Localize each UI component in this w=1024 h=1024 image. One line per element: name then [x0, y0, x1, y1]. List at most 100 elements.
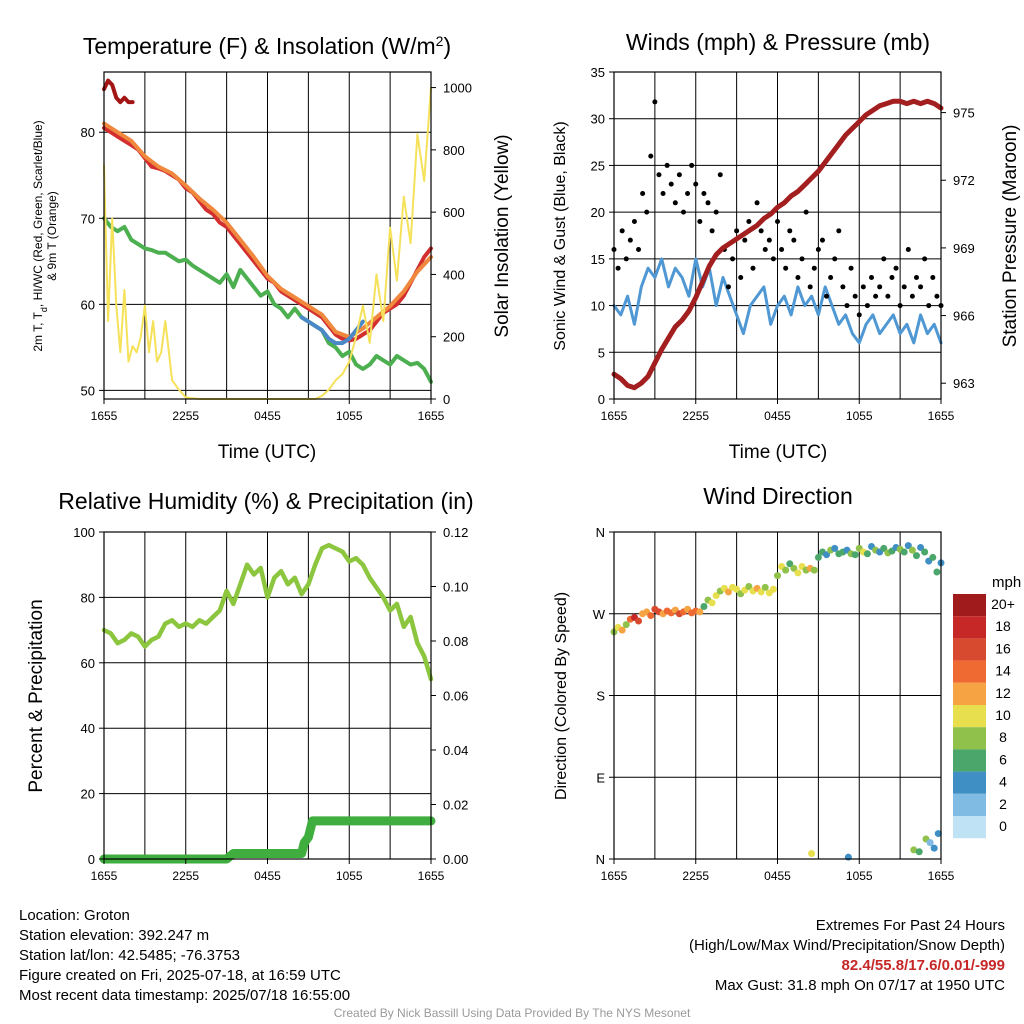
y-tick-label: 70 — [81, 211, 95, 226]
direction-y-axis-label: Direction (Colored By Speed) — [553, 592, 570, 800]
y2-tick-label: 800 — [443, 143, 465, 158]
gust-point — [824, 293, 830, 299]
gust-point — [828, 275, 834, 281]
legend-swatch — [953, 660, 986, 683]
winds-y-axis-label: Sonic Wind & Gust (Blue, Black) — [552, 121, 569, 350]
gust-point — [676, 172, 682, 178]
legend-label: 12 — [995, 685, 1011, 701]
gust-point — [644, 209, 650, 215]
gust-point — [926, 303, 932, 309]
direction-point — [635, 617, 643, 625]
direction-point — [761, 583, 769, 591]
direction-point — [814, 553, 822, 561]
direction-point — [786, 560, 794, 568]
winds-y2-tick-labels: 963 966 969 972 975 — [941, 106, 975, 391]
y-tick-label: 50 — [81, 383, 95, 398]
gust-point — [660, 190, 666, 196]
figure-created: Figure created on Fri, 2025-07-18, at 16… — [19, 967, 341, 984]
gust-point — [869, 275, 875, 281]
direction-point — [808, 850, 816, 858]
x-tick-label: 0455 — [254, 409, 281, 423]
direction-point — [724, 588, 732, 596]
winds-y-tick-labels: 0 5 10 15 20 25 30 35 — [591, 65, 614, 407]
extremes-heading: Extremes For Past 24 Hours — [815, 917, 1005, 934]
direction-point — [622, 621, 630, 629]
temperature-y-tick-labels: 50 60 70 80 — [81, 125, 104, 398]
gust-point — [648, 153, 654, 159]
humidity-y-tick-labels: 0 20 40 60 80 100 — [73, 525, 104, 867]
y2-tick-label: 0.00 — [443, 852, 468, 867]
humidity-y2-tick-labels: 0.00 0.02 0.04 0.06 0.08 0.10 0.12 — [431, 525, 468, 867]
y2-tick-label: 0.02 — [443, 798, 468, 813]
legend-label: 10 — [995, 707, 1011, 723]
direction-point — [880, 544, 888, 552]
direction-point — [915, 848, 923, 856]
station-elevation: Station elevation: 392.247 m — [19, 927, 210, 944]
gust-point — [807, 284, 813, 290]
direction-point — [618, 626, 626, 634]
gust-point — [922, 256, 928, 262]
gust-point — [680, 209, 686, 215]
winds-title: Winds (mph) & Pressure (mb) — [626, 29, 930, 55]
direction-point — [921, 548, 929, 556]
y-tick-label: 80 — [81, 125, 95, 140]
direction-point — [712, 592, 720, 600]
gust-point — [668, 181, 674, 187]
gust-point — [856, 312, 862, 318]
gust-point — [713, 209, 719, 215]
x-tick-label: 2255 — [682, 869, 709, 883]
gust-point — [709, 228, 715, 234]
gust-point — [705, 200, 711, 206]
y-tick-label: 20 — [81, 787, 95, 802]
direction-x-tick-labels: 1655 2255 0455 1055 1655 — [601, 859, 955, 883]
y2-tick-label: 0.12 — [443, 525, 468, 540]
x-tick-label: 0455 — [254, 869, 281, 883]
y2-tick-label: 966 — [953, 309, 975, 324]
direction-point — [863, 550, 871, 558]
x-tick-label: 1655 — [601, 409, 628, 423]
x-tick-label: 2255 — [682, 409, 709, 423]
gust-point — [775, 218, 780, 224]
temperature-x-axis-label: Time (UTC) — [218, 442, 317, 463]
y-tick-label: 10 — [591, 299, 605, 314]
x-tick-label: 1655 — [928, 869, 955, 883]
gust-point — [852, 293, 858, 299]
gust-point — [623, 256, 629, 262]
panel-winds-pressure: Winds (mph) & Pressure (mb) 1655 2255 0455… — [552, 29, 1021, 463]
legend-swatch — [953, 616, 986, 639]
x-tick-label: 1055 — [846, 869, 873, 883]
winds-x-tick-labels: 1655 2255 0455 1055 1655 — [601, 399, 955, 423]
gust-point — [934, 293, 940, 299]
y-tick-label: N — [596, 525, 605, 540]
legend-label: 8 — [999, 729, 1007, 745]
direction-point — [908, 546, 916, 554]
gust-point — [860, 284, 866, 290]
winds-series — [611, 98, 944, 391]
gust-point — [742, 237, 748, 243]
temperature-y-axis-label-line2: & 9m T (Orange) — [45, 191, 59, 281]
y-tick-label: 60 — [81, 297, 95, 312]
insolation-y-axis-label: Solar Insolation (Yellow) — [492, 134, 513, 337]
y2-tick-label: 0 — [443, 392, 450, 407]
direction-gridlines — [614, 531, 941, 860]
gust-point — [652, 99, 658, 105]
gust-point — [905, 247, 911, 253]
direction-point — [810, 566, 818, 574]
y-tick-label: N — [596, 852, 605, 867]
y-tick-label: S — [596, 689, 605, 704]
legend-swatch — [953, 638, 986, 661]
gust-point — [877, 284, 883, 290]
direction-point — [934, 830, 942, 838]
y2-tick-label: 975 — [953, 106, 975, 121]
y2-tick-label: 1000 — [443, 81, 472, 96]
y2-tick-label: 0.06 — [443, 689, 468, 704]
legend-label: 14 — [995, 663, 1011, 679]
direction-point — [769, 585, 777, 593]
series-line-pressure — [611, 98, 944, 391]
temperature-gridlines — [104, 72, 431, 399]
y2-tick-label: 0.10 — [443, 580, 468, 595]
y2-tick-label: 0.08 — [443, 634, 468, 649]
temperature-x-tick-labels: 1655 2255 0455 1055 1655 — [91, 399, 445, 423]
gust-point — [819, 237, 825, 243]
gust-point — [717, 172, 723, 178]
